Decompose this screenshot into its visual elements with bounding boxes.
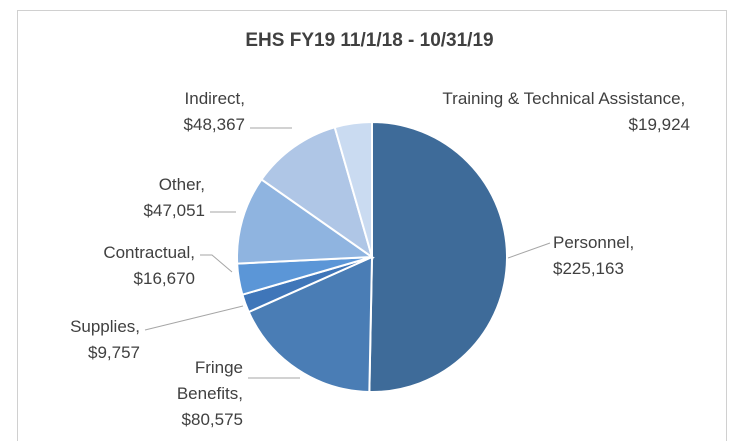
data-label: Contractual, $16,670 (40, 240, 195, 292)
value-label: $48,367 (183, 115, 245, 134)
category-label: Training & Technical Assistance, (442, 89, 686, 108)
category-label: Supplies, (70, 317, 140, 336)
leader-line (144, 305, 244, 331)
chart-border (17, 10, 727, 441)
category-label: Fringe Benefits, (176, 358, 243, 403)
value-label: $9,757 (88, 343, 140, 362)
pie-slice (236, 178, 375, 265)
value-label: $80,575 (181, 410, 243, 429)
value-label: $47,051 (143, 201, 205, 220)
data-label: Training & Technical Assistance, $19,924 (440, 86, 690, 138)
data-label: Supplies, $9,757 (20, 314, 140, 366)
value-label: $16,670 (133, 269, 195, 288)
data-label: Fringe Benefits, $80,575 (150, 355, 243, 433)
leader-line (507, 242, 551, 259)
data-label: Personnel, $225,163 (553, 230, 683, 282)
data-label: Indirect, $48,367 (110, 86, 245, 138)
value-label: $19,924 (628, 115, 690, 134)
pie-slice (333, 120, 373, 258)
category-label: Contractual, (103, 243, 195, 262)
pie-slice (247, 255, 374, 393)
category-label: Indirect, (184, 89, 245, 108)
category-label: Personnel, (553, 233, 635, 252)
pie-slice (368, 120, 508, 393)
category-label: Other, (158, 175, 205, 194)
leader-line (200, 254, 233, 273)
data-label: Other, $47,051 (60, 172, 205, 224)
value-label: $225,163 (553, 259, 624, 278)
pie-slice (260, 126, 374, 260)
chart-title: EHS FY19 11/1/18 - 10/31/19 (245, 30, 494, 51)
